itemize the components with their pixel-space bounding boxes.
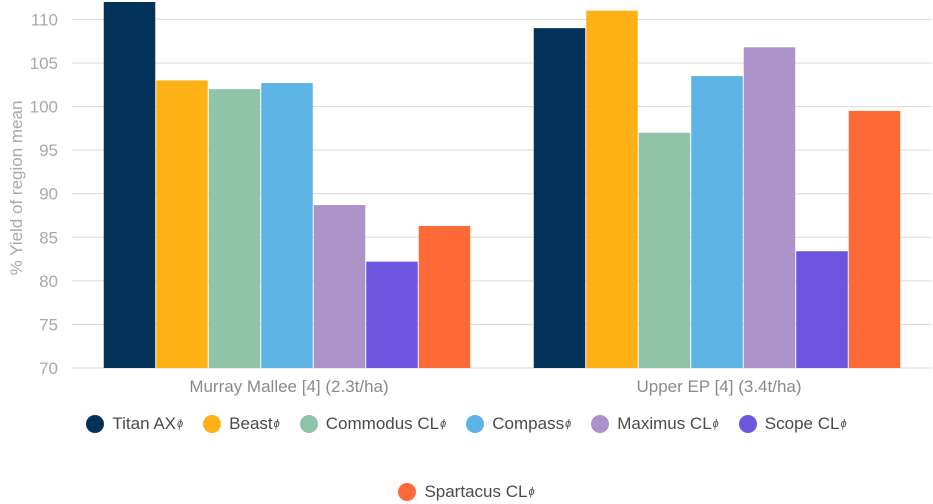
category-label: Murray Mallee [4] (2.3t/ha) bbox=[189, 377, 388, 396]
legend-swatch bbox=[738, 415, 757, 433]
legend-item: Commodus CL ϕ bbox=[299, 412, 447, 436]
legend-item: Beast ϕ bbox=[203, 412, 280, 436]
legend-swatch bbox=[299, 415, 318, 433]
legend-label: Commodus CL bbox=[325, 414, 440, 433]
legend-label: Maximus CL bbox=[617, 414, 712, 433]
category-label: Upper EP [4] (3.4t/ha) bbox=[636, 377, 801, 396]
bar-beast-1 bbox=[586, 10, 638, 368]
legend-item: Compass ϕ bbox=[466, 412, 571, 436]
bar-maximus-cl-1 bbox=[743, 47, 796, 369]
legend-swatch bbox=[466, 415, 485, 433]
bar-spartacus-cl-0 bbox=[418, 225, 471, 368]
y-tick-label: 105 bbox=[30, 54, 58, 73]
legend-superscript: ϕ bbox=[565, 418, 572, 430]
y-tick-label: 85 bbox=[39, 228, 58, 247]
category-labels: Murray Mallee [4] (2.3t/ha) Upper EP [4] … bbox=[189, 377, 801, 396]
bar-compass-0 bbox=[261, 83, 313, 369]
y-tick-label: 80 bbox=[39, 272, 58, 291]
legend-swatch bbox=[86, 415, 105, 433]
y-tick-label: 90 bbox=[39, 185, 58, 204]
legend-superscript: ϕ bbox=[177, 418, 184, 430]
legend-superscript: ϕ bbox=[712, 418, 719, 430]
legend-superscript: ϕ bbox=[840, 418, 847, 430]
bar-chart: 70 75 80 85 90 95 100 105 110 Murray Mallee [4] … bbox=[7, 2, 932, 396]
bar-maximus-cl-0 bbox=[313, 205, 366, 368]
bars bbox=[103, 2, 901, 369]
legend-item: Spartacus CL ϕ bbox=[398, 480, 535, 504]
y-tick-label: 70 bbox=[39, 359, 58, 378]
legend-label: Compass bbox=[492, 414, 565, 433]
bar-scope-cl-0 bbox=[366, 261, 418, 368]
y-tick-label: 110 bbox=[31, 10, 58, 29]
bar-commodus-cl-0 bbox=[208, 89, 261, 369]
legend-superscript: ϕ bbox=[273, 418, 280, 430]
legend-label: Spartacus CL bbox=[424, 482, 528, 501]
bar-commodus-cl-1 bbox=[638, 132, 691, 368]
legend-label: Scope CL bbox=[764, 414, 840, 433]
y-tick-label: 100 bbox=[30, 98, 58, 117]
bar-titan-ax-0 bbox=[103, 2, 156, 368]
bar-scope-cl-1 bbox=[796, 251, 848, 368]
legend-label: Titan AX bbox=[112, 414, 177, 433]
legend-item: Scope CL ϕ bbox=[738, 412, 847, 436]
bar-compass-1 bbox=[691, 76, 743, 369]
legend-superscript: ϕ bbox=[528, 486, 535, 498]
bar-titan-ax-1 bbox=[533, 28, 586, 369]
legend-superscript: ϕ bbox=[440, 418, 447, 430]
legend: Titan AX ϕ Beast ϕ Commodus CL ϕ Compass ϕ Maxim… bbox=[0, 412, 933, 504]
bar-beast-0 bbox=[156, 80, 208, 368]
bar-spartacus-cl-1 bbox=[848, 110, 901, 368]
legend-item: Titan AX ϕ bbox=[86, 412, 183, 436]
y-axis-title: % Yield of region mean bbox=[7, 101, 26, 276]
legend-item: Maximus CL ϕ bbox=[591, 412, 719, 436]
y-tick-label: 75 bbox=[39, 315, 58, 334]
y-tick-label: 95 bbox=[39, 141, 58, 160]
legend-label: Beast bbox=[229, 414, 273, 433]
legend-swatch bbox=[203, 415, 222, 433]
legend-swatch bbox=[591, 415, 610, 433]
y-tick-labels: 70 75 80 85 90 95 100 105 110 bbox=[30, 10, 58, 378]
